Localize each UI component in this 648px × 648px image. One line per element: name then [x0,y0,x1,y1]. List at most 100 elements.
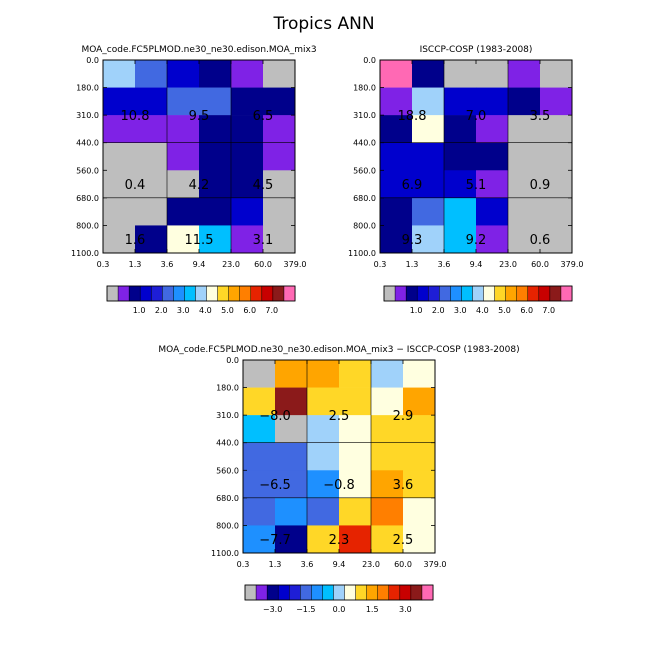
colorbar-swatch [289,585,300,600]
heatmap-cell [444,198,476,226]
y-tick-label: 680.0 [76,194,99,203]
heatmap-cell [444,60,476,88]
x-tick-label: 9.4 [470,260,483,269]
heatmap-cell [135,198,167,226]
colorbar-swatch [140,286,151,301]
y-tick-label: 180.0 [216,384,239,393]
colorbar-swatch [333,585,344,600]
colorbar-swatch [389,585,400,600]
heatmap-cell [403,443,435,471]
heatmap-cell [339,443,371,471]
heatmap-cell [307,443,339,471]
colorbar-swatch [151,286,162,301]
heatmap-cell [167,198,199,226]
heatmap-cell [135,60,167,88]
colorbar-swatch [484,286,495,301]
heatmap-cell [135,143,167,171]
heatmap-cell [380,143,412,171]
heatmap-cell [339,498,371,526]
y-tick-label: 1100.0 [348,249,376,258]
heatmap-cell [403,360,435,388]
colorbar-swatch [428,286,439,301]
x-tick-label: 1.3 [129,260,142,269]
colorbar-swatch [322,585,333,600]
x-tick-label: 23.0 [362,560,380,569]
heatmap-cell [444,143,476,171]
block-total-label: 3.1 [253,233,274,248]
colorbar-swatch [284,286,295,301]
heatmap-cell [199,198,231,226]
colorbar-label: 2.0 [432,306,445,315]
heatmap-cell [540,143,572,171]
x-tick-label: 9.4 [333,560,346,569]
heatmap-cell [103,143,135,171]
y-tick-label: 310.0 [76,111,99,120]
heatmap-cell [540,60,572,88]
colorbar-swatch [184,286,195,301]
heatmap-cell [275,443,307,471]
block-total-label: 4.5 [253,178,274,193]
x-tick-label: 3.6 [438,260,451,269]
colorbar-swatch [195,286,206,301]
panel-3: MOA_code.FC5PLMOD.ne30_ne30.edison.MOA_m… [158,345,519,614]
heatmap-cell [412,60,444,88]
heatmap-cell [231,143,263,171]
heatmap-cell [231,60,263,88]
heatmap-cell [371,498,403,526]
heatmap-cell [263,143,295,171]
x-tick-label: 0.3 [374,260,387,269]
block-total-label: 3.5 [530,109,551,124]
colorbar-label: 1.5 [366,605,379,614]
heatmap-cell [243,443,275,471]
heatmap-cell [263,60,295,88]
y-tick-label: 440.0 [353,139,376,148]
heatmap-cell [540,198,572,226]
heatmap-cell [371,443,403,471]
colorbar-swatch [550,286,561,301]
block-total-label: 6.9 [402,178,423,193]
heatmap-cell [167,143,199,171]
x-tick-label: 379.0 [561,260,584,269]
block-total-label: 10.8 [121,109,150,124]
y-tick-label: 440.0 [216,439,239,448]
block-total-label: −6.5 [259,478,291,493]
colorbar-label: 3.0 [454,306,467,315]
panel-2: ISCCP-COSP (1983-2008)0.3 1.3 3.6 9.4 23.0 60… [348,45,583,315]
colorbar-swatch [207,286,218,301]
colorbar-swatch [107,286,118,301]
x-tick-label: 60.0 [254,260,272,269]
heatmap-cell [403,498,435,526]
colorbar-swatch [278,585,289,600]
heatmap-cell [476,198,508,226]
colorbar-swatch [218,286,229,301]
heatmap-cell [263,198,295,226]
y-tick-label: 560.0 [353,166,376,175]
block-total-label: 6.5 [253,109,274,124]
colorbar-swatch [173,286,184,301]
block-total-label: 18.8 [398,109,427,124]
panel-title: ISCCP-COSP (1983-2008) [420,45,533,55]
colorbar-swatch [240,286,251,301]
figure-title: Tropics ANN [272,14,374,34]
heatmap-cell [380,198,412,226]
colorbar-label: 1.0 [410,306,423,315]
heatmap-cell [508,60,540,88]
x-tick-label: 0.3 [97,260,110,269]
colorbar-label: −3.0 [263,605,282,614]
colorbar-label: 4.0 [476,306,489,315]
colorbar-swatch [506,286,517,301]
colorbar-label: 2.0 [155,306,168,315]
colorbar-swatch [262,286,273,301]
block-total-label: 2.9 [393,409,414,424]
y-tick-label: 440.0 [76,139,99,148]
y-tick-label: 310.0 [216,411,239,420]
block-total-label: −0.8 [323,478,355,493]
block-total-label: 1.6 [125,233,146,248]
y-tick-label: 800.0 [353,221,376,230]
colorbar-swatch [367,585,378,600]
colorbar-swatch [472,286,483,301]
y-tick-label: 560.0 [76,166,99,175]
x-tick-label: 1.3 [406,260,419,269]
colorbar-label: 7.0 [265,306,278,315]
colorbar-swatch [422,585,433,600]
